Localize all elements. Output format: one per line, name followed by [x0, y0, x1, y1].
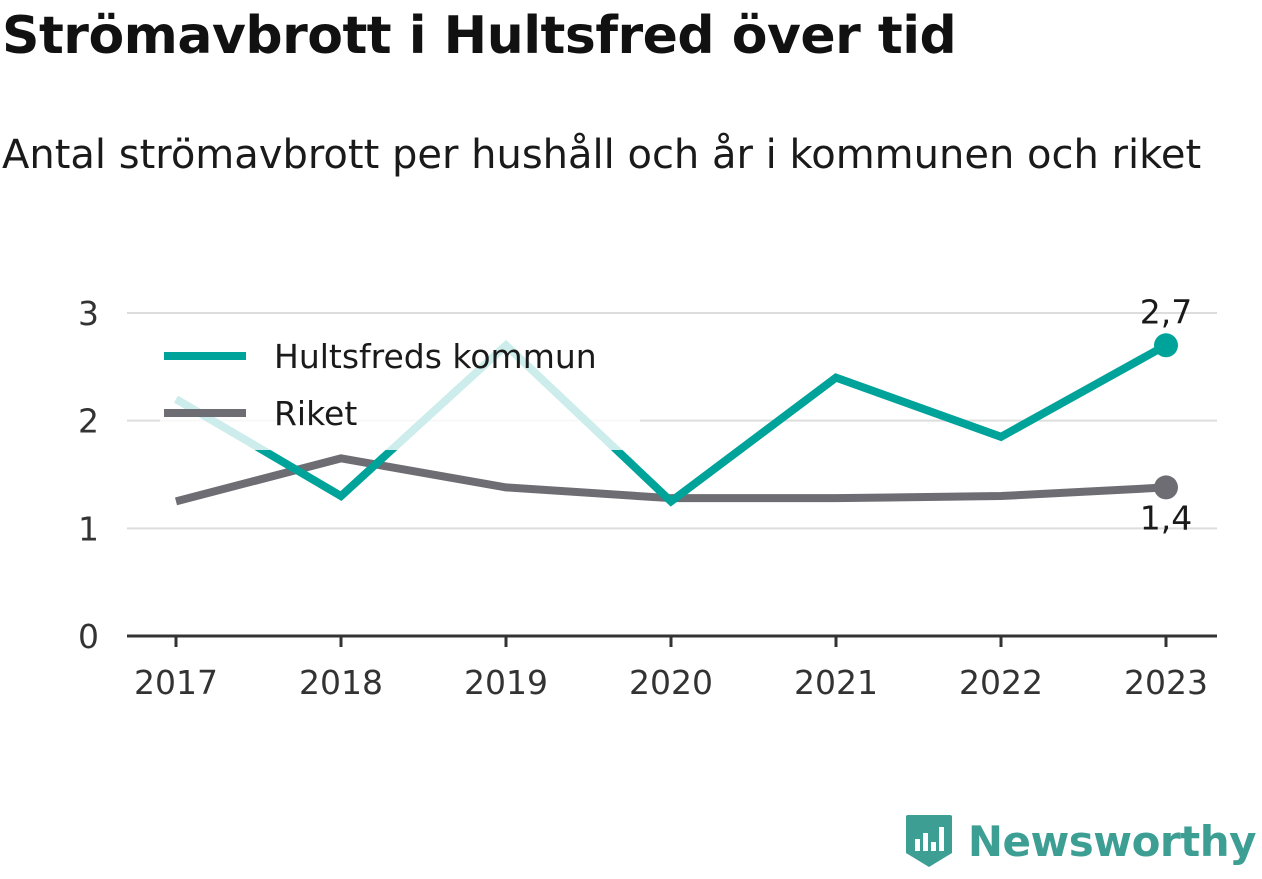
end-points: [1154, 333, 1178, 500]
x-tick-label: 2019: [464, 663, 548, 702]
y-axis-ticks: 0 1 2 3: [78, 294, 99, 656]
brand-name: Newsworthy: [967, 816, 1257, 866]
series-riket: [174, 454, 1167, 506]
legend-label-hultsfred: Hultsfreds kommun: [274, 337, 597, 376]
data-point-riket-2023: [1154, 475, 1178, 500]
y-tick-label: 1: [78, 509, 99, 548]
x-axis-ticks: 2017 2018 2019 2020 2021 2022 2023: [134, 636, 1208, 702]
legend-label-riket: Riket: [274, 394, 357, 433]
chart-subtitle: Antal strömavbrott per hushåll och år i …: [2, 132, 1202, 178]
newsworthy-brand[interactable]: Newsworthy: [904, 813, 1257, 869]
x-tick-label: 2017: [134, 663, 218, 702]
x-tick-label: 2020: [629, 663, 713, 702]
series-line-riket: [174, 454, 1167, 506]
data-point-hultsfred-2023: [1154, 333, 1178, 358]
data-label-riket-2023: 1,4: [1140, 498, 1192, 537]
chart-title: Strömavbrott i Hultsfred över tid: [2, 6, 957, 66]
y-tick-label: 3: [78, 294, 99, 333]
legend-mask: [160, 330, 640, 450]
x-tick-label: 2021: [794, 663, 878, 702]
series-line-hultsfred: [173, 339, 1168, 507]
series-hultsfred: [173, 339, 1168, 507]
data-label-hultsfred-2023: 2,7: [1140, 292, 1192, 331]
y-tick-label: 0: [78, 617, 99, 656]
newsworthy-logo-icon: [905, 815, 952, 867]
x-tick-label: 2023: [1124, 663, 1208, 702]
y-tick-label: 2: [78, 402, 99, 441]
legend: Hultsfreds kommun Riket: [160, 330, 640, 450]
x-tick-label: 2022: [959, 663, 1043, 702]
x-tick-label: 2018: [299, 663, 383, 702]
